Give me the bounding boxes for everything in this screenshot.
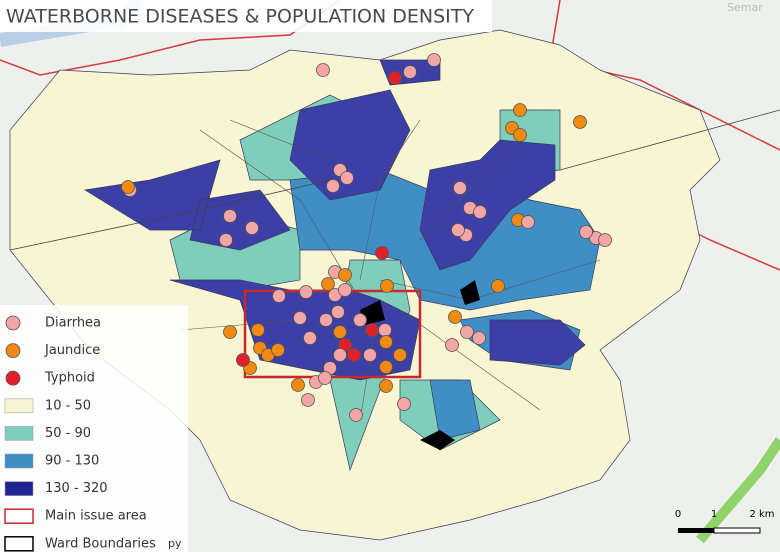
legend-entries: Diarrhea Jaundice Typhoid 10 - 50 50 - 90 90 … xyxy=(4,315,156,552)
case-point xyxy=(326,179,340,193)
case-point xyxy=(393,348,407,362)
case-point xyxy=(333,325,347,339)
case-point xyxy=(513,128,527,142)
case-point xyxy=(347,348,361,362)
case-point xyxy=(271,343,285,357)
case-point xyxy=(573,115,587,129)
case-point xyxy=(427,53,441,67)
case-point xyxy=(223,325,237,339)
legend-label: 90 - 130 xyxy=(45,454,99,469)
case-point xyxy=(319,313,333,327)
case-point xyxy=(445,338,459,352)
legend-swatch xyxy=(4,426,34,441)
case-point xyxy=(223,209,237,223)
case-point xyxy=(451,223,465,237)
scale-segment xyxy=(713,527,761,534)
legend-swatch xyxy=(4,481,34,496)
case-point xyxy=(299,285,313,299)
legend-swatch xyxy=(4,508,34,524)
case-point xyxy=(513,103,527,117)
case-point xyxy=(473,205,487,219)
case-point xyxy=(303,331,317,345)
case-point xyxy=(521,215,535,229)
park xyxy=(696,437,780,544)
legend-label: Main issue area xyxy=(45,509,147,524)
case-point xyxy=(121,180,135,194)
case-point xyxy=(453,181,467,195)
case-point xyxy=(353,313,367,327)
case-point xyxy=(316,63,330,77)
scale-bar: 0 1 2 km xyxy=(675,509,775,534)
case-point xyxy=(236,353,250,367)
case-point xyxy=(331,305,345,319)
case-point xyxy=(379,379,393,393)
case-point xyxy=(365,323,379,337)
case-point xyxy=(251,323,265,337)
scale-segment xyxy=(678,528,714,533)
case-point xyxy=(321,277,335,291)
scale-label: 0 xyxy=(675,509,681,520)
road xyxy=(9,109,780,251)
case-point xyxy=(378,323,392,337)
legend-swatch xyxy=(4,453,34,469)
scale-label: 1 xyxy=(711,509,717,520)
case-point xyxy=(388,71,402,85)
legend-label: 10 - 50 xyxy=(45,398,91,413)
case-point xyxy=(338,268,352,282)
case-point xyxy=(598,233,612,247)
case-point xyxy=(448,310,462,324)
legend-label: Diarrhea xyxy=(45,316,101,331)
legend-label: Typhoid xyxy=(44,371,95,386)
legend-swatch xyxy=(4,398,34,414)
case-point xyxy=(379,360,393,374)
legend-symbol xyxy=(5,343,21,359)
case-point xyxy=(333,348,347,362)
case-point xyxy=(397,397,411,411)
scale-label: 2 km xyxy=(749,509,774,520)
case-point xyxy=(293,311,307,325)
case-point xyxy=(379,335,393,349)
place-label: Semar xyxy=(727,1,763,14)
case-point xyxy=(272,289,286,303)
case-point xyxy=(472,331,486,345)
case-point xyxy=(460,325,474,339)
title-box xyxy=(0,0,492,32)
legend-label: Ward Boundaries xyxy=(45,536,156,551)
case-point xyxy=(219,233,233,247)
water-body xyxy=(360,280,480,450)
case-point xyxy=(380,279,394,293)
legend-label: 130 - 320 xyxy=(45,481,108,496)
legend-label: 50 - 90 xyxy=(45,426,91,441)
case-point xyxy=(291,378,305,392)
case-point xyxy=(579,225,593,239)
legend-swatch xyxy=(4,536,34,552)
case-point xyxy=(245,221,259,235)
legend-label: Jaundice xyxy=(44,343,100,358)
case-point xyxy=(301,393,315,407)
attribution: py xyxy=(168,537,182,550)
case-point xyxy=(491,279,505,293)
legend-symbol xyxy=(5,315,21,331)
case-point xyxy=(363,348,377,362)
title: WATERBORNE DISEASES & POPULATION DENSITY xyxy=(6,6,474,28)
case-point xyxy=(403,65,417,79)
case-point xyxy=(349,408,363,422)
legend-symbol xyxy=(5,370,21,386)
case-points xyxy=(121,53,612,422)
case-point xyxy=(340,171,354,185)
case-point xyxy=(338,283,352,297)
case-point xyxy=(318,371,332,385)
case-point xyxy=(375,246,389,260)
